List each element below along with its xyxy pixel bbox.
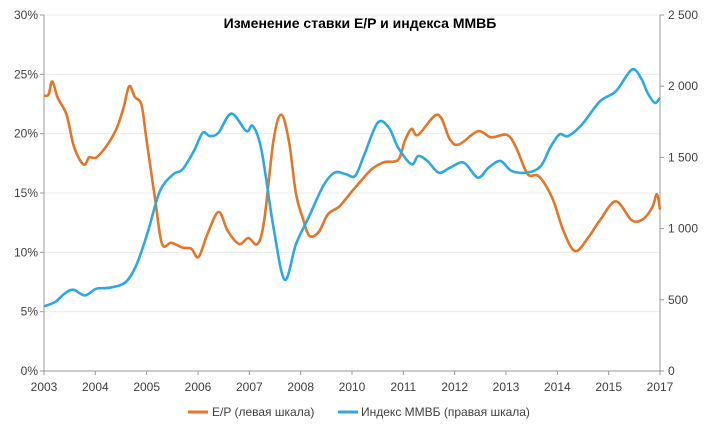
left-tick-label: 30% xyxy=(14,8,38,22)
left-tick-label: 25% xyxy=(14,67,38,81)
left-tick-label: 15% xyxy=(14,186,38,200)
x-tick-label: 2003 xyxy=(31,380,58,394)
x-tick-label: 2015 xyxy=(595,380,622,394)
axes: 0% 5% 10% 15% 20% 25% 30% 0 500 1 000 1 500 2 000 2 … xyxy=(14,8,698,394)
x-tick-label: 2008 xyxy=(287,380,314,394)
right-tick-label: 2 000 xyxy=(668,79,698,93)
right-tick-label: 0 xyxy=(668,364,675,378)
x-tick-label: 2012 xyxy=(441,380,468,394)
x-tick-label: 2010 xyxy=(339,380,366,394)
right-tick-label: 2 500 xyxy=(668,8,698,22)
legend-label-ep: E/P (левая шкала) xyxy=(212,405,314,419)
x-tick-label: 2004 xyxy=(82,380,109,394)
series-group xyxy=(43,67,662,308)
x-tick-label: 2014 xyxy=(544,380,571,394)
x-tick-label: 2013 xyxy=(493,380,520,394)
legend-label-micex: Индекс ММВБ (правая шкала) xyxy=(361,405,530,419)
left-tick-label: 20% xyxy=(14,127,38,141)
legend: E/P (левая шкала) Индекс ММВБ (правая шк… xyxy=(188,405,530,419)
series-line-ep xyxy=(43,80,662,259)
x-tick-label: 2017 xyxy=(647,380,674,394)
right-tick-label: 500 xyxy=(668,293,688,307)
x-tick-label: 2011 xyxy=(390,380,416,394)
series-line-micex xyxy=(43,67,662,308)
left-tick-label: 0% xyxy=(21,364,39,378)
left-tick-label: 10% xyxy=(14,245,38,259)
chart-title: Изменение ставки E/P и индекса ММВБ xyxy=(224,15,497,31)
x-tick-label: 2005 xyxy=(133,380,160,394)
left-tick-label: 5% xyxy=(21,305,39,319)
x-tick-label: 2007 xyxy=(236,380,263,394)
right-tick-label: 1 000 xyxy=(668,222,698,236)
x-tick-label: 2006 xyxy=(185,380,212,394)
right-tick-label: 1 500 xyxy=(668,150,698,164)
